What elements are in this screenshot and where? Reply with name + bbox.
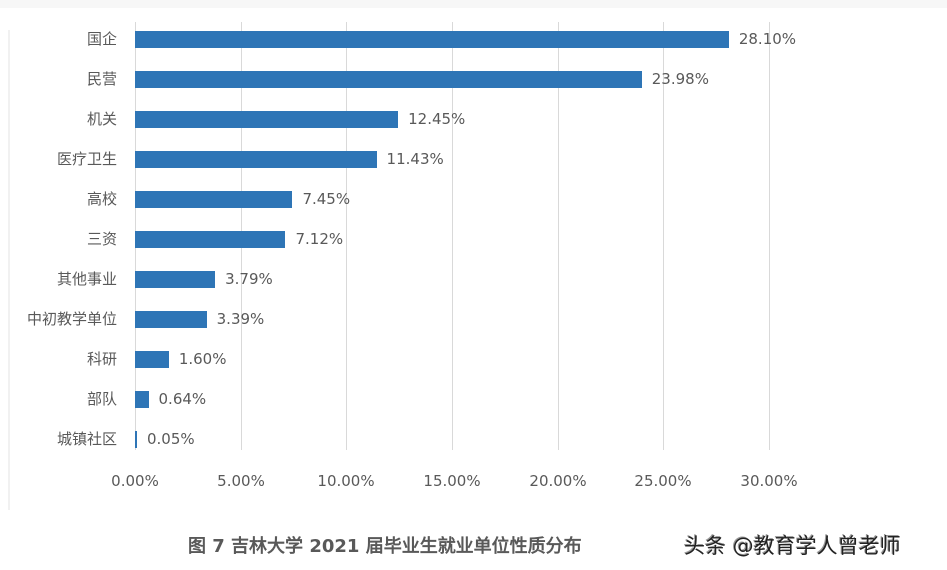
value-label: 7.45%: [302, 190, 351, 208]
category-label: 城镇社区: [56, 430, 117, 448]
category-label: 部队: [86, 390, 117, 408]
bar: [135, 391, 149, 408]
watermark: 头条 @教育学人曾老师: [684, 534, 901, 558]
gridline: [558, 22, 559, 450]
left-border: [8, 30, 10, 510]
value-label: 0.64%: [158, 390, 207, 408]
bar: [135, 71, 642, 88]
gridline: [346, 22, 347, 450]
category-label: 其他事业: [56, 270, 117, 288]
value-label: 11.43%: [386, 150, 444, 168]
bar: [135, 231, 286, 248]
category-label: 中初教学单位: [26, 310, 117, 328]
bar: [135, 111, 399, 128]
x-tick-label: 0.00%: [111, 472, 159, 490]
chart-frame: [8, 12, 947, 512]
x-tick-label: 10.00%: [317, 472, 375, 490]
category-label: 科研: [86, 350, 117, 368]
bar: [135, 271, 216, 288]
category-label: 高校: [86, 190, 117, 208]
value-label: 12.45%: [408, 110, 466, 128]
top-border: [0, 0, 947, 8]
category-label: 民营: [86, 70, 117, 88]
chart-caption: 图 7 吉林大学 2021 届毕业生就业单位性质分布: [188, 536, 582, 557]
bar: [135, 311, 207, 328]
category-label: 医疗卫生: [56, 150, 117, 168]
gridline: [769, 22, 770, 450]
category-label: 三资: [86, 230, 117, 248]
value-label: 28.10%: [738, 30, 797, 48]
value-label: 3.79%: [225, 270, 273, 288]
category-label: 机关: [86, 110, 117, 128]
value-label: 7.12%: [295, 230, 344, 248]
x-tick-label: 15.00%: [423, 472, 481, 490]
value-label: 23.98%: [651, 70, 709, 88]
gridline: [452, 22, 453, 450]
x-tick-label: 25.00%: [634, 472, 692, 490]
x-tick-label: 20.00%: [529, 472, 587, 490]
bar: [135, 31, 729, 48]
x-tick-label: 5.00%: [217, 472, 265, 490]
value-label: 1.60%: [178, 350, 227, 368]
bar: [135, 351, 169, 368]
bar: [135, 191, 293, 208]
gridline: [663, 22, 664, 450]
value-label: 3.39%: [216, 310, 265, 328]
value-label: 0.05%: [147, 430, 195, 448]
bar: [135, 151, 377, 168]
bar: [135, 431, 137, 448]
category-label: 国企: [86, 30, 117, 48]
x-tick-label: 30.00%: [740, 472, 798, 490]
